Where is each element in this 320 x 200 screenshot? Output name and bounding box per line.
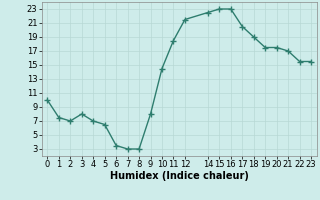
X-axis label: Humidex (Indice chaleur): Humidex (Indice chaleur) xyxy=(110,171,249,181)
